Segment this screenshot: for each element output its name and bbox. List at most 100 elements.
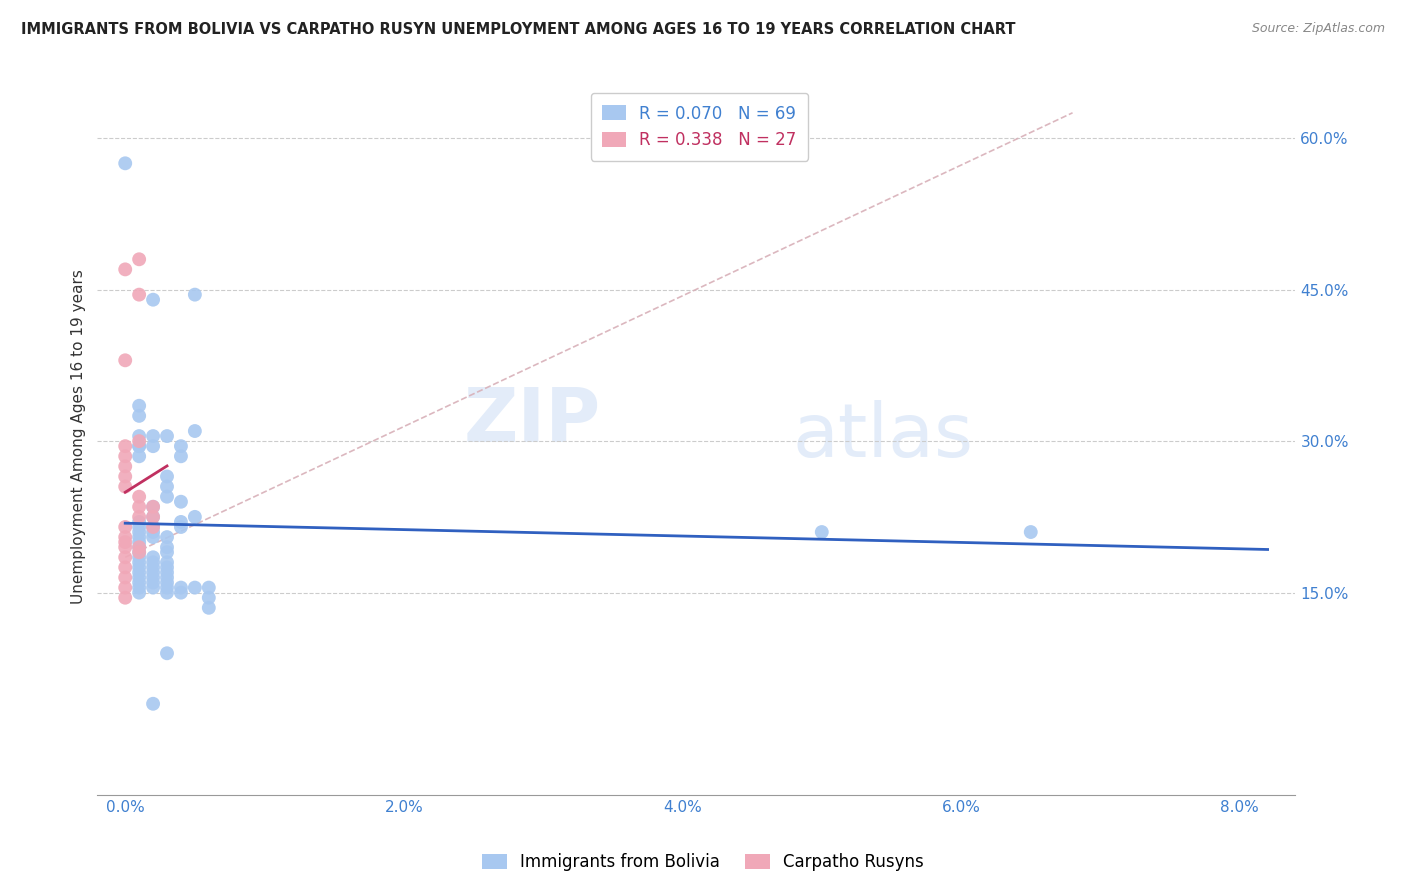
Point: [156, 585, 179, 599]
Point: [114, 459, 136, 474]
Point: [128, 520, 150, 534]
Point: [128, 439, 150, 453]
Point: [114, 439, 136, 453]
Point: [114, 581, 136, 595]
Point: [142, 550, 165, 565]
Point: [128, 581, 150, 595]
Point: [142, 520, 165, 534]
Point: [142, 555, 165, 569]
Point: [142, 566, 165, 580]
Point: [142, 500, 165, 514]
Point: [114, 479, 136, 493]
Point: [142, 697, 165, 711]
Point: [128, 530, 150, 544]
Point: [128, 524, 150, 539]
Point: [128, 439, 150, 453]
Point: [156, 646, 179, 660]
Point: [114, 520, 136, 534]
Text: Source: ZipAtlas.com: Source: ZipAtlas.com: [1251, 22, 1385, 36]
Point: [184, 509, 207, 524]
Point: [128, 450, 150, 464]
Point: [114, 530, 136, 544]
Point: [142, 570, 165, 584]
Point: [114, 262, 136, 277]
Point: [114, 540, 136, 554]
Point: [114, 570, 136, 584]
Point: [114, 550, 136, 565]
Point: [114, 535, 136, 549]
Point: [156, 469, 179, 483]
Point: [128, 409, 150, 423]
Point: [156, 566, 179, 580]
Point: [156, 479, 179, 493]
Point: [128, 540, 150, 554]
Point: [170, 581, 193, 595]
Y-axis label: Unemployment Among Ages 16 to 19 years: Unemployment Among Ages 16 to 19 years: [72, 268, 86, 604]
Text: ZIP: ZIP: [464, 385, 600, 458]
Point: [156, 560, 179, 574]
Point: [198, 591, 221, 605]
Point: [128, 252, 150, 267]
Point: [156, 555, 179, 569]
Point: [156, 570, 179, 584]
Point: [142, 581, 165, 595]
Point: [128, 570, 150, 584]
Point: [128, 500, 150, 514]
Point: [156, 575, 179, 590]
Point: [128, 515, 150, 529]
Point: [128, 575, 150, 590]
Point: [114, 450, 136, 464]
Point: [142, 560, 165, 574]
Text: IMMIGRANTS FROM BOLIVIA VS CARPATHO RUSYN UNEMPLOYMENT AMONG AGES 16 TO 19 YEARS: IMMIGRANTS FROM BOLIVIA VS CARPATHO RUSY…: [21, 22, 1015, 37]
Point: [114, 560, 136, 574]
Point: [128, 540, 150, 554]
Point: [142, 509, 165, 524]
Point: [156, 490, 179, 504]
Point: [198, 581, 221, 595]
Point: [128, 560, 150, 574]
Point: [128, 545, 150, 559]
Point: [128, 555, 150, 569]
Point: [156, 540, 179, 554]
Point: [156, 545, 179, 559]
Point: [1019, 524, 1042, 539]
Point: [142, 524, 165, 539]
Point: [128, 429, 150, 443]
Point: [142, 520, 165, 534]
Point: [128, 434, 150, 449]
Point: [142, 293, 165, 307]
Point: [142, 439, 165, 453]
Point: [170, 494, 193, 508]
Point: [114, 469, 136, 483]
Point: [128, 566, 150, 580]
Point: [128, 550, 150, 565]
Legend: R = 0.070   N = 69, R = 0.338   N = 27: R = 0.070 N = 69, R = 0.338 N = 27: [591, 93, 808, 161]
Point: [142, 575, 165, 590]
Point: [170, 585, 193, 599]
Point: [128, 535, 150, 549]
Point: [114, 353, 136, 368]
Point: [114, 156, 136, 170]
Point: [156, 581, 179, 595]
Point: [184, 424, 207, 438]
Point: [184, 581, 207, 595]
Text: atlas: atlas: [792, 400, 973, 473]
Point: [128, 585, 150, 599]
Legend: Immigrants from Bolivia, Carpatho Rusyns: Immigrants from Bolivia, Carpatho Rusyns: [474, 845, 932, 880]
Point: [810, 524, 832, 539]
Point: [128, 509, 150, 524]
Point: [156, 530, 179, 544]
Point: [170, 515, 193, 529]
Point: [184, 287, 207, 301]
Point: [142, 509, 165, 524]
Point: [142, 530, 165, 544]
Point: [142, 429, 165, 443]
Point: [170, 520, 193, 534]
Point: [114, 591, 136, 605]
Point: [142, 500, 165, 514]
Point: [170, 439, 193, 453]
Point: [128, 399, 150, 413]
Point: [128, 287, 150, 301]
Point: [156, 429, 179, 443]
Point: [128, 545, 150, 559]
